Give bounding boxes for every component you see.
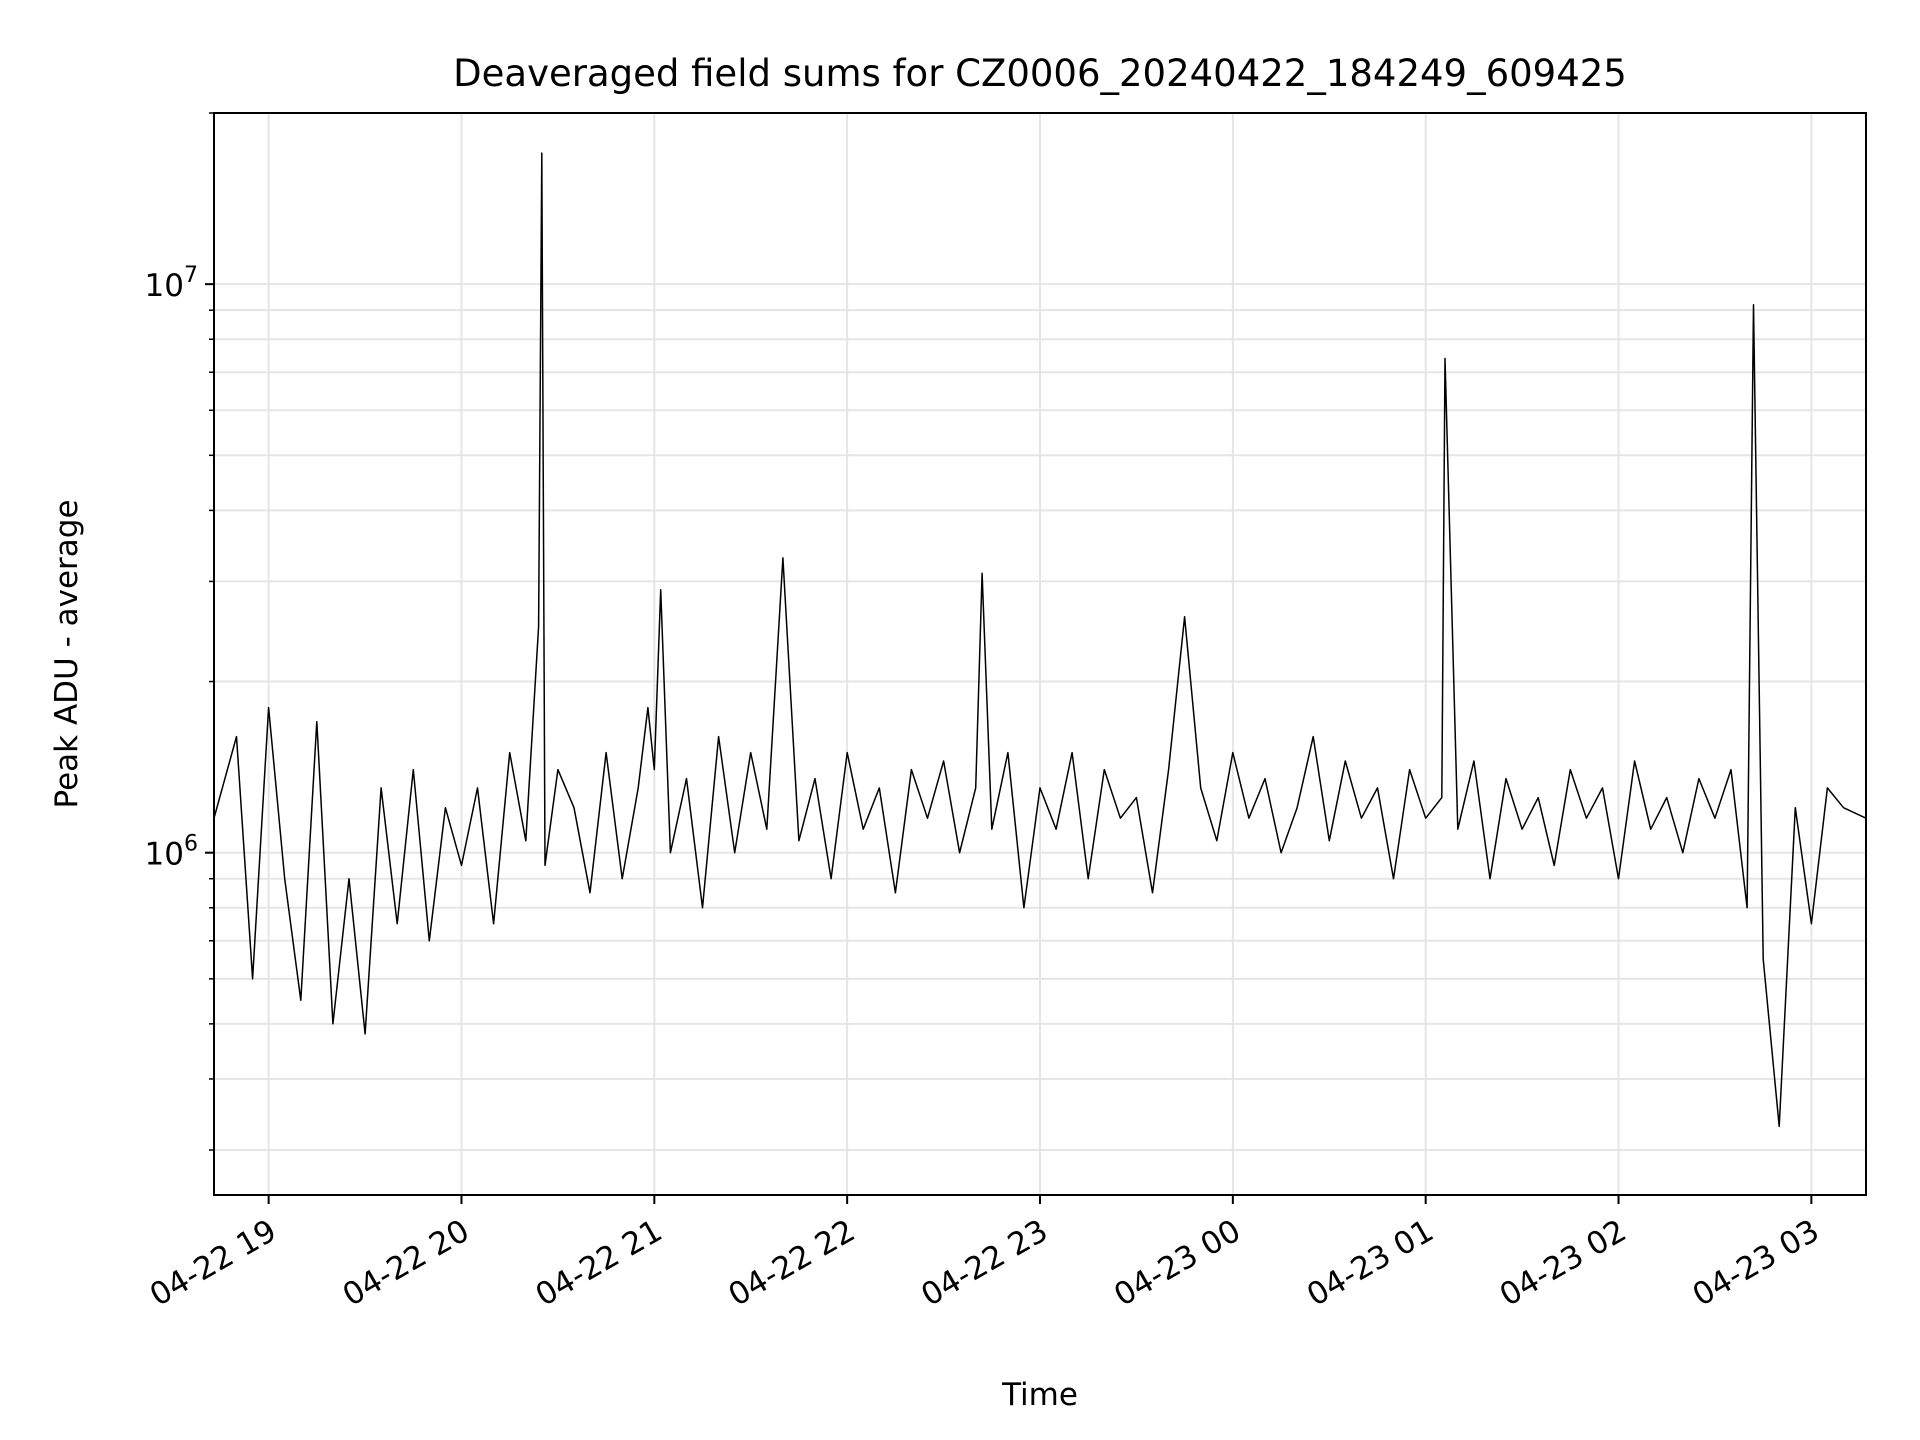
y-tick-label-exponent: 7 xyxy=(184,263,198,288)
data-series xyxy=(213,152,1867,1128)
y-tick-label: 106 xyxy=(145,832,198,873)
series-line xyxy=(213,152,1867,1128)
y-tick-label-exponent: 6 xyxy=(184,832,198,857)
y-tick-label-base: 10 xyxy=(145,268,184,304)
chart-title: Deaveraged field sums for CZ0006_2024042… xyxy=(453,52,1627,95)
y-axis-label: Peak ADU - average xyxy=(49,499,85,808)
y-tick-label-base: 10 xyxy=(145,837,184,873)
x-axis-label: Time xyxy=(1001,1377,1078,1413)
grid-lines xyxy=(214,112,1866,1195)
y-tick-label: 107 xyxy=(145,263,198,304)
